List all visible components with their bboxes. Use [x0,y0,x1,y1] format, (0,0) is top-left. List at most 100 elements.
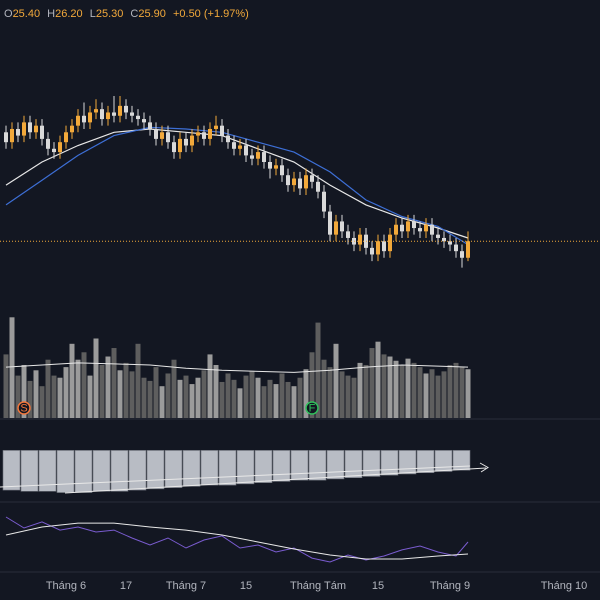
candle-body [208,128,212,139]
candle-body [406,221,410,232]
trend-line [0,465,471,488]
volume-bar [387,356,393,418]
volume-bar [333,343,339,418]
candle-body [418,228,422,232]
volume-bar [51,375,57,418]
header-change: +0.50 (+1.97%) [173,8,249,20]
volume-bar [87,375,93,418]
candle-body [34,125,38,133]
candle-body [388,234,392,252]
plot: S F Tháng 6 17 Tháng 7 15 Tháng Tám 15 Tháng 9 Th… [0,95,600,592]
candle-body [100,109,104,120]
volume-bar [219,381,225,418]
volume-bar [285,381,291,418]
x-tick-label: 15 [240,580,252,592]
volume-bar [291,386,297,418]
candle-body [226,135,230,143]
candle-body [106,112,110,120]
candle-body [46,138,50,149]
indicator-bar [290,450,309,481]
indicator-bar [380,450,399,476]
volume-bar [57,377,63,418]
indicator-bar [236,450,255,485]
candle-body [64,132,68,143]
volume-bar [261,386,267,418]
candle-body [148,122,152,129]
candle-body [436,234,440,238]
volume-bar [45,359,51,418]
volume-bar [297,377,303,418]
volume-bar [201,370,207,418]
candle-body [232,142,236,149]
candle-body [172,142,176,153]
volume-bar [123,362,129,418]
candle-body [4,132,8,143]
indicator-bar [344,450,363,478]
candle-body [454,244,458,252]
indicator-bar [20,450,39,492]
volume-bar [453,362,459,418]
candle-body [94,109,98,113]
indicator-bar [218,450,237,486]
candle-body [70,125,74,133]
indicator-bar [2,450,21,491]
x-tick-label: 15 [372,580,384,592]
volume-bar [249,371,255,418]
volume-bar [81,352,87,418]
volume-bar [93,338,99,418]
candle-body [370,247,374,255]
candle-body [40,125,44,139]
event-marker-label: S [20,402,27,414]
volume-bar [309,352,315,418]
candle-body [142,119,146,123]
volume-bar [357,362,363,418]
header-value: 25.40 [13,8,41,20]
candle-body [298,178,302,189]
volume-bar [435,375,441,418]
ohlc-header: O25.40 H26.20 L25.30 C25.90 +0.50 (+1.97… [4,8,249,20]
candle-body [442,237,446,242]
candle-body [52,148,56,153]
volume-bar [405,358,411,418]
volume-bar [99,365,105,418]
volume-bar [231,379,237,418]
volume-bar [339,371,345,418]
trend-line [64,467,487,494]
candle-body [76,115,80,126]
volume-bar [177,379,183,418]
line [5,516,469,563]
indicator-bar [416,450,435,474]
volume-bar [363,365,369,418]
candle-body [244,145,248,156]
volume-bar [345,375,351,418]
indicator-bar [164,450,183,488]
header-label: C [130,8,138,20]
indicator-bar [146,450,165,490]
indicator-bar [200,450,219,486]
candle-body [328,211,332,235]
candle-body [382,241,386,252]
x-tick-label: Tháng 9 [430,580,470,592]
candle-body [346,231,350,238]
volume-bar [165,373,171,418]
candle-body [304,175,308,189]
volume-bar [279,373,285,418]
volume-bar [69,343,75,418]
candle-body [448,241,452,245]
event-marker [17,401,31,415]
candle-body [112,112,116,116]
x-tick-label: Tháng 6 [46,580,86,592]
line [5,126,469,246]
line [5,522,469,560]
indicator-bar [308,450,327,481]
volume-bar [27,380,33,418]
candle-body [220,125,224,136]
candle-body [154,128,158,139]
volume-bar [417,367,423,418]
volume-bar [399,365,405,418]
volume-bar [147,380,153,418]
indicator-bar [362,450,381,477]
volume-bar [195,377,201,418]
candle-body [130,112,134,116]
